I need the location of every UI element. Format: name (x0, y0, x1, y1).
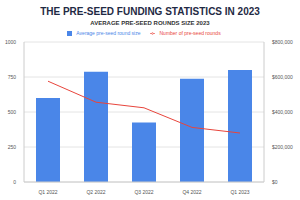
svg-text:1000: 1000 (8, 39, 16, 45)
svg-text:750: 750 (8, 74, 16, 80)
html-text:Number of pre-seed rounds: Number of pre-seed rounds (159, 30, 221, 36)
svg-text:$400,000: $400,000 (272, 109, 292, 115)
svg-text:Q2 2022: Q2 2022 (86, 189, 105, 195)
svg-text:$800,000: $800,000 (272, 39, 292, 45)
html-text:AVERAGE PRE-SEED ROUNDS SIZE 2: AVERAGE PRE-SEED ROUNDS SIZE 2023 (90, 20, 210, 26)
svg-text:Q4 2022: Q4 2022 (182, 189, 201, 195)
svg-text:0: 0 (13, 179, 16, 185)
svg-text:$200,000: $200,000 (272, 144, 292, 150)
svg-text:Q3 2022: Q3 2022 (134, 189, 153, 195)
svg-text:250: 250 (8, 144, 16, 150)
svg-text:$0: $0 (272, 179, 278, 185)
html-text:THE PRE-SEED FUNDING STATISTIC: THE PRE-SEED FUNDING STATISTICS IN 2023 (40, 6, 260, 17)
svg-text:$600,000: $600,000 (272, 74, 292, 80)
svg-text:Q1 2023: Q1 2023 (230, 189, 249, 195)
svg-text:Q1 2022: Q1 2022 (38, 189, 57, 195)
html-text:Average pre-seed round size: Average pre-seed round size (76, 30, 141, 36)
svg-text:500: 500 (8, 109, 16, 115)
